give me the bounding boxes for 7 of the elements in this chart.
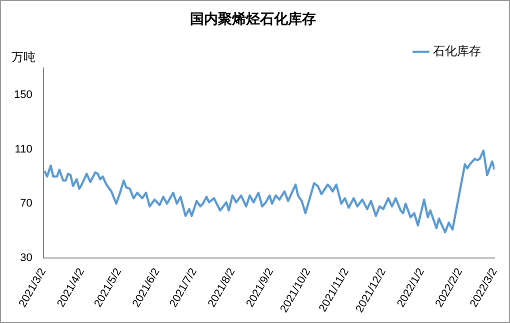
y-tick-label: 150 xyxy=(14,89,32,102)
y-tick-label: 110 xyxy=(14,143,32,156)
y-tick-label: 70 xyxy=(20,198,32,210)
chart-title: 国内聚烯烃石化库存 xyxy=(190,10,316,26)
y-axis-title: 万吨 xyxy=(11,50,36,64)
y-tick-label: 30 xyxy=(20,252,32,264)
legend-label: 石化库存 xyxy=(433,44,481,58)
